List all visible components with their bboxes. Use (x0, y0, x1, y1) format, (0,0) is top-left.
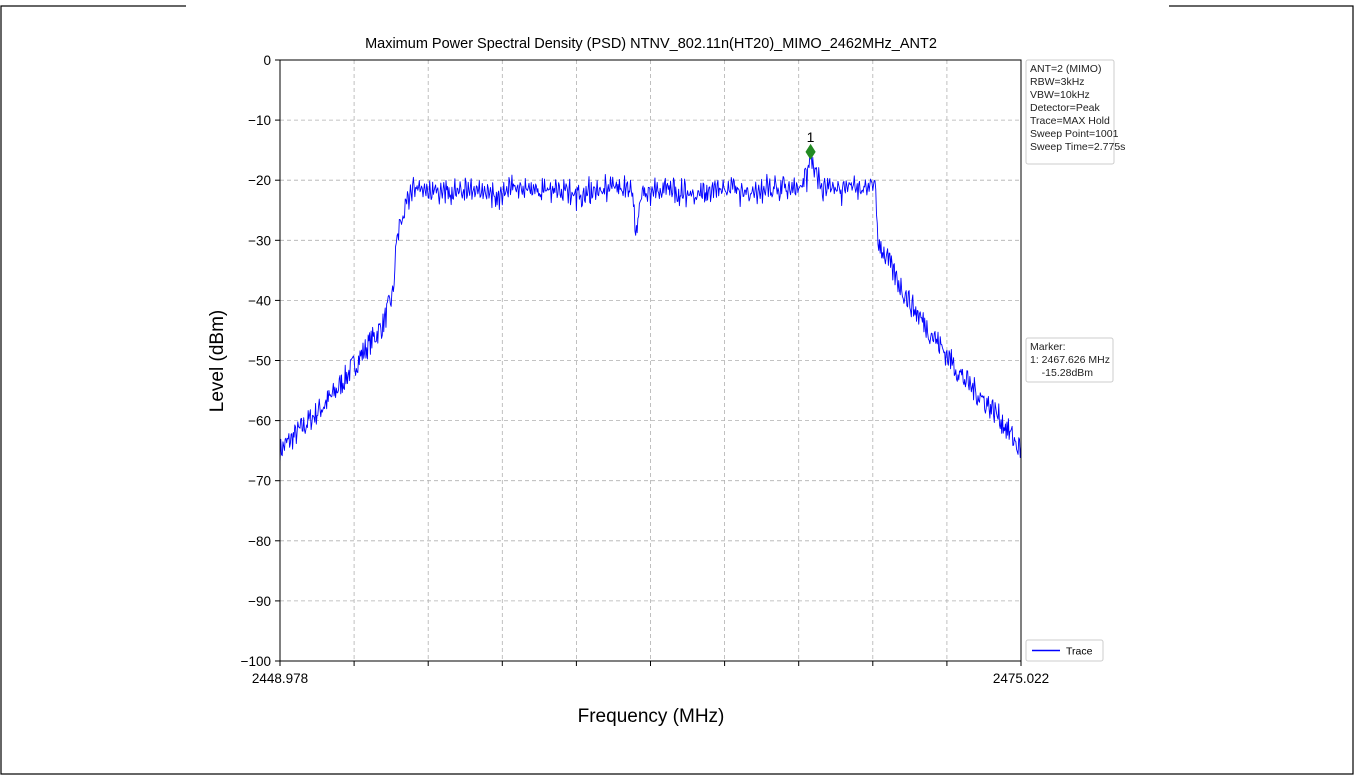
y-tick-label: −80 (248, 534, 271, 549)
x-axis-label: Frequency (MHz) (578, 706, 725, 727)
marker-label: 1 (807, 129, 815, 145)
marker-1: 1 (805, 129, 816, 160)
legend: Trace (1025, 639, 1104, 662)
y-tick-label: −40 (248, 293, 271, 308)
info-line: Trace=MAX Hold (1030, 115, 1110, 127)
y-axis-label: Level (dBm) (207, 310, 228, 412)
y-tick-label: −50 (248, 354, 271, 369)
y-tick-label: −70 (248, 474, 271, 489)
marker-box-line: -15.28dBm (1030, 367, 1093, 379)
plot-area (279, 59, 1022, 662)
x-tick-label: 2448.978 (252, 671, 308, 686)
x-tick-label: 2475.022 (993, 671, 1049, 686)
info-line: ANT=2 (MIMO) (1030, 63, 1101, 75)
y-tick-label: −30 (248, 233, 271, 248)
y-tick-label: −90 (248, 594, 271, 609)
marker-box: Marker:1: 2467.626 MHz -15.28dBm (1025, 337, 1114, 383)
info-line: Detector=Peak (1030, 102, 1100, 114)
x-axis: 2448.978 2475.022 (252, 661, 1049, 686)
info-line: Sweep Point=1001 (1030, 128, 1119, 140)
chart-title: Maximum Power Spectral Density (PSD) NTN… (365, 36, 937, 52)
y-tick-label: −20 (248, 173, 271, 188)
info-box: ANT=2 (MIMO)RBW=3kHzVBW=10kHzDetector=Pe… (1025, 59, 1125, 165)
marker-box-line: 1: 2467.626 MHz (1030, 354, 1110, 366)
y-tick-label: −10 (248, 113, 271, 128)
marker-diamond (805, 143, 816, 160)
info-line: Sweep Time=2.775s (1030, 141, 1125, 153)
info-line: VBW=10kHz (1030, 89, 1090, 101)
y-axis: 0 −10 −20 −30 −40 −50 −60 −70 −80 −90 −100 (241, 53, 280, 669)
grid-lines (280, 60, 1021, 661)
figure-border (0, 5, 1354, 775)
marker-box-line: Marker: (1030, 341, 1066, 353)
y-tick-label: −60 (248, 414, 271, 429)
y-tick-label: −100 (241, 654, 271, 669)
legend-label: Trace (1066, 646, 1093, 658)
y-tick-label: 0 (263, 53, 271, 68)
trace-line (280, 151, 1021, 464)
figure-top-gap (186, 2, 1169, 10)
info-line: RBW=3kHz (1030, 76, 1085, 88)
